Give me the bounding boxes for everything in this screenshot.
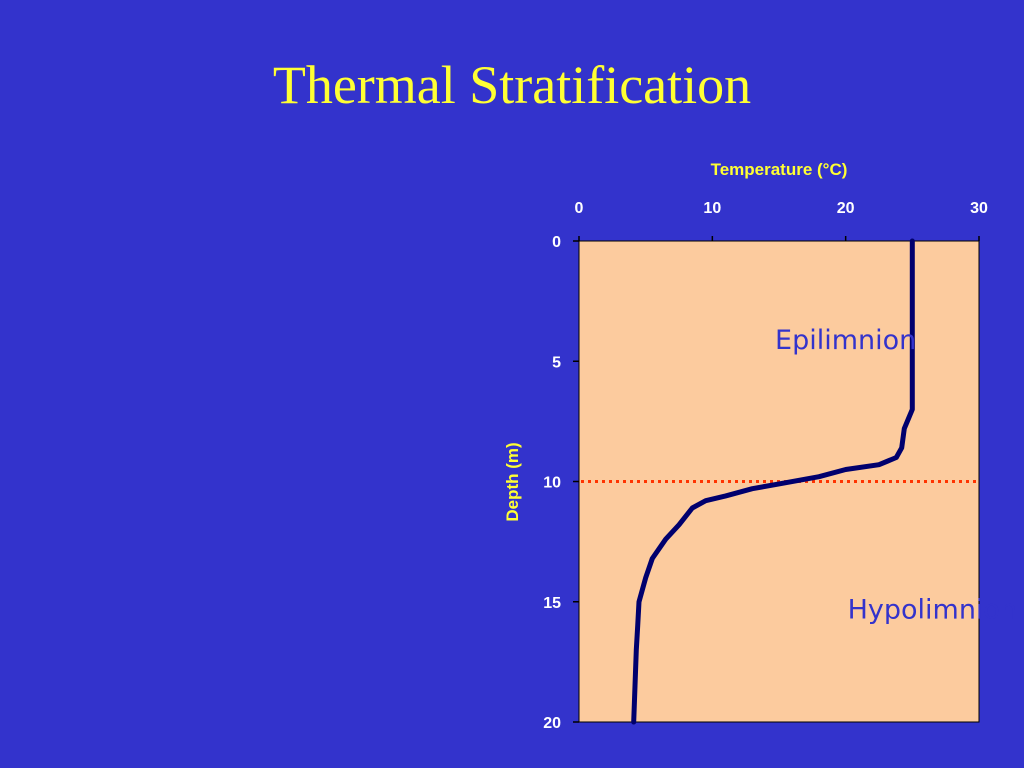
x-tick-label: 0 [575, 200, 584, 217]
slide-title: Thermal Stratification [272, 55, 752, 115]
temperature-profile-line [631, 238, 915, 725]
x-tick-label: 10 [703, 200, 721, 217]
hypolimnion-label: Hypolimnion [848, 595, 1018, 626]
y-axis-title: Depth (m) [503, 442, 522, 521]
axis-ticks [573, 236, 980, 723]
y-tick-label: 20 [543, 715, 561, 732]
axis-tick-labels: 0 10 20 30 0 5 10 15 20 [543, 200, 988, 732]
y-tick-label: 15 [543, 595, 561, 612]
x-tick-label: 30 [970, 200, 988, 217]
x-axis-title: Temperature (°C) [711, 160, 848, 179]
epilimnion-label: Epilimnion [775, 325, 916, 356]
x-tick-label: 20 [837, 200, 855, 217]
y-tick-label: 0 [552, 234, 561, 251]
y-tick-label: 5 [552, 354, 561, 371]
y-tick-label: 10 [543, 475, 561, 492]
